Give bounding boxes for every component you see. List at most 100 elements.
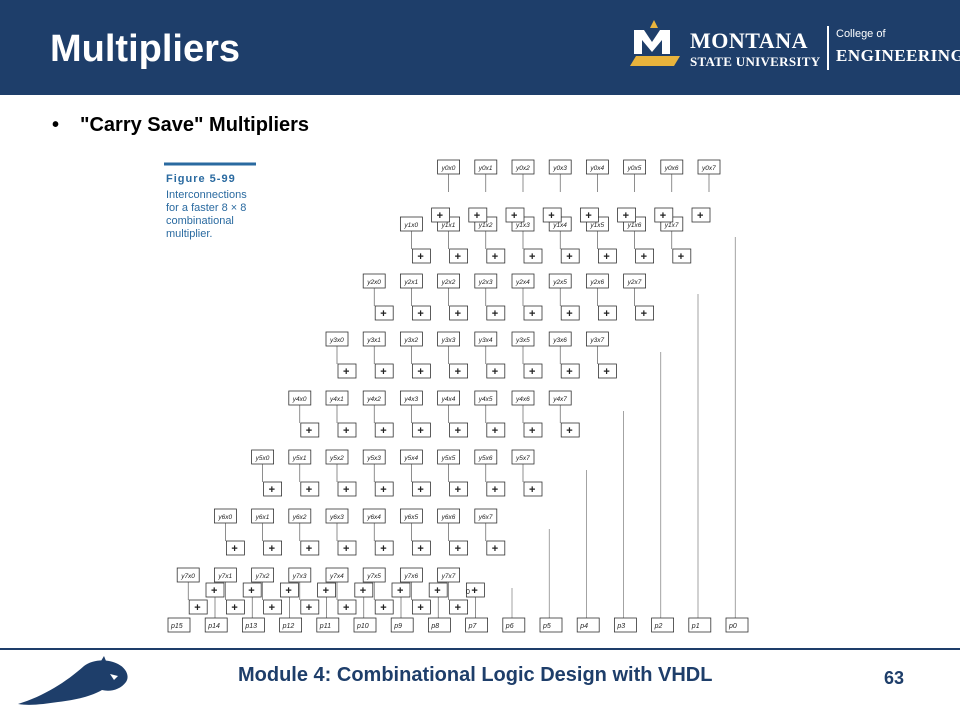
- adder-plus: +: [306, 543, 312, 555]
- partial-product-label: y5x5: [441, 455, 456, 462]
- adder-plus: +: [529, 425, 535, 437]
- adder-plus: +: [678, 251, 684, 263]
- adder-plus: +: [511, 210, 517, 222]
- product-box: [242, 617, 265, 633]
- product-label: p5: [542, 623, 551, 630]
- partial-product-label: y5x0: [255, 455, 270, 462]
- adder-plus: +: [343, 484, 349, 496]
- partial-product-label: y6x0: [217, 514, 232, 521]
- partial-product-label: y7x6: [403, 573, 418, 580]
- final-adder-plus: +: [471, 585, 477, 597]
- adder-box: [411, 305, 431, 321]
- partial-product-label: y4x5: [478, 396, 493, 403]
- partial-product-label: y7x7: [441, 573, 456, 580]
- partial-product-label: y1x2: [478, 222, 493, 229]
- adder-plus: +: [529, 251, 535, 263]
- partial-product-label: y0x7: [701, 165, 716, 172]
- adder-box: [617, 207, 637, 223]
- adder-box: [523, 481, 543, 497]
- adder-plus: +: [306, 425, 312, 437]
- adder-box: [411, 540, 431, 556]
- partial-product-label: y1x6: [627, 222, 642, 229]
- adder-box: [374, 599, 394, 615]
- adder-plus: +: [566, 308, 572, 320]
- partial-product-label: y6x5: [403, 514, 418, 521]
- msu-m-icon: [630, 20, 680, 66]
- final-adder-plus: +: [211, 585, 217, 597]
- product-label: p11: [319, 623, 331, 630]
- adder-box: [597, 363, 617, 379]
- adder-box: [411, 599, 431, 615]
- product-box: [204, 617, 228, 633]
- partial-product-label: y4x1: [329, 396, 344, 403]
- product-box: [688, 617, 712, 633]
- adder-plus: +: [417, 543, 423, 555]
- logo-college-of: College of: [836, 28, 886, 40]
- adder-box: [579, 207, 599, 223]
- partial-product-label: y4x7: [552, 396, 567, 403]
- partial-product-label: y4x4: [441, 396, 456, 403]
- partial-product-label: y7x3: [292, 573, 307, 580]
- adder-plus: +: [343, 366, 349, 378]
- adder-plus: +: [492, 484, 498, 496]
- partial-product-label: y4x6: [515, 396, 530, 403]
- adder-plus: +: [269, 484, 275, 496]
- partial-product-label: y7x2: [255, 573, 270, 580]
- partial-product-label: y3x3: [441, 337, 456, 344]
- adder-plus: +: [455, 425, 461, 437]
- partial-product-label: y3x6: [552, 337, 567, 344]
- logo-montana: MONTANA: [690, 28, 808, 53]
- partial-product-label: y4x2: [366, 396, 381, 403]
- adder-plus: +: [417, 308, 423, 320]
- adder-plus: +: [566, 251, 572, 263]
- adder-box: [300, 422, 320, 438]
- page-number: 63: [884, 668, 905, 688]
- caption-line: multiplier.: [166, 228, 212, 240]
- adder-plus: +: [697, 210, 703, 222]
- adder-box: [374, 363, 394, 379]
- adder-box: [411, 422, 431, 438]
- partial-product-label: y1x0: [403, 222, 418, 229]
- adder-plus: +: [529, 366, 535, 378]
- product-box: [651, 617, 675, 633]
- adder-box: [449, 305, 469, 321]
- product-label: p15: [170, 623, 183, 630]
- partial-product-label: y4x0: [292, 396, 307, 403]
- partial-product-label: y0x5: [627, 165, 642, 172]
- adder-box: [597, 305, 617, 321]
- adder-plus: +: [492, 425, 498, 437]
- adder-box: [449, 422, 469, 438]
- partial-product-label: y7x4: [329, 573, 344, 580]
- adder-box: [374, 540, 394, 556]
- adder-plus: +: [455, 366, 461, 378]
- adder-box: [486, 540, 506, 556]
- adder-box: [226, 540, 245, 556]
- adder-plus: +: [343, 543, 349, 555]
- adder-plus: +: [566, 425, 572, 437]
- adder-plus: +: [455, 602, 461, 614]
- adder-box: [411, 363, 431, 379]
- adder-plus: +: [306, 484, 312, 496]
- adder-plus: +: [417, 251, 423, 263]
- adder-plus: +: [269, 543, 275, 555]
- adder-box: [560, 248, 580, 264]
- partial-product-label: y5x1: [292, 455, 307, 462]
- adder-plus: +: [380, 543, 386, 555]
- adder-box: [337, 363, 357, 379]
- partial-product-label: y6x7: [478, 514, 493, 521]
- header-bar: Multipliers MONTANA STATE UNIVERSITY Col…: [0, 0, 960, 95]
- adder-box: [374, 305, 394, 321]
- adder-plus: +: [641, 251, 647, 263]
- adder-plus: +: [623, 210, 629, 222]
- adder-plus: +: [380, 602, 386, 614]
- final-adder-plus: +: [360, 585, 366, 597]
- adder-plus: +: [343, 425, 349, 437]
- partial-product-label: y3x7: [589, 337, 604, 344]
- adder-box: [523, 363, 543, 379]
- page-title: Multipliers: [50, 28, 241, 70]
- adder-box: [337, 540, 357, 556]
- adder-box: [411, 481, 431, 497]
- adder-box: [374, 481, 394, 497]
- product-box: [167, 617, 191, 633]
- partial-product-label: y0x2: [515, 165, 530, 172]
